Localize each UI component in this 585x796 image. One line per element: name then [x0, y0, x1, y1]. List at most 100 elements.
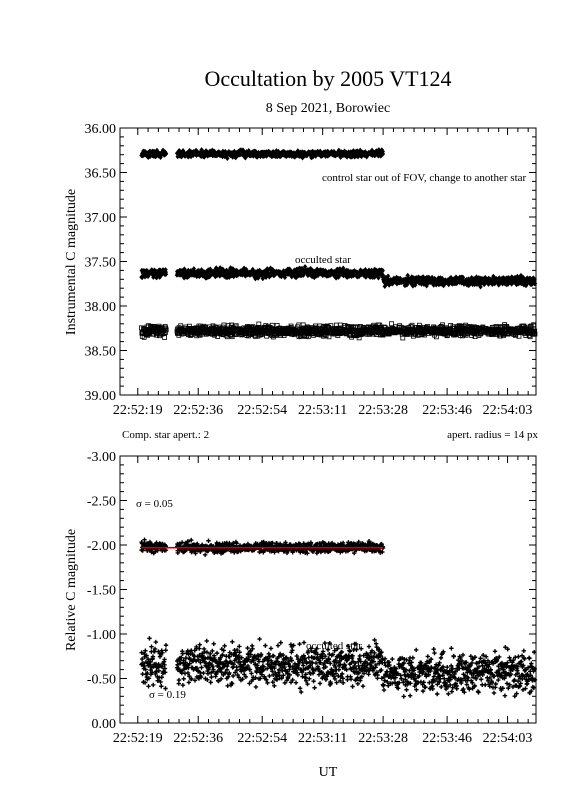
data-point [289, 274, 294, 280]
x-tick-label: 22:54:03 [483, 403, 533, 418]
data-point [207, 273, 213, 280]
data-point [380, 267, 385, 274]
data-point [230, 639, 235, 644]
data-point [317, 681, 323, 686]
y-tick-label: 36.50 [85, 167, 117, 182]
data-point [204, 638, 209, 644]
data-point [341, 265, 346, 271]
data-point [243, 273, 248, 279]
data-point [385, 273, 391, 279]
data-point [222, 643, 227, 649]
data-point [249, 671, 254, 676]
y-tick-label: 37.50 [85, 256, 117, 271]
data-point [302, 264, 308, 270]
series-1-points [139, 264, 538, 290]
series-0-points [139, 147, 386, 161]
data-point [311, 679, 316, 684]
comp-star-note: Comp. star apert.: 2 [122, 429, 209, 441]
data-point [293, 680, 299, 685]
data-point [230, 266, 236, 272]
series-2-points [139, 321, 538, 341]
x-tick-label: 22:53:28 [358, 403, 408, 418]
data-point [282, 274, 288, 280]
data-point [147, 636, 152, 641]
data-point [336, 667, 342, 672]
data-point [376, 275, 381, 281]
x-tick-label: 22:52:36 [173, 403, 223, 418]
data-point [245, 645, 250, 651]
data-point [421, 281, 427, 287]
chart-subtitle: 8 Sep 2021, Borowiec [266, 101, 390, 116]
y-tick-label: 36.00 [85, 122, 117, 137]
top-y-axis-label: Instrumental C magnitude [64, 189, 79, 335]
data-point [337, 266, 343, 272]
data-point [225, 155, 230, 161]
data-point [208, 680, 213, 685]
x-tick-label: 22:52:54 [237, 403, 287, 418]
data-point [180, 683, 186, 688]
data-point [380, 151, 386, 157]
data-point [188, 153, 194, 160]
data-point [478, 284, 483, 290]
data-point [402, 279, 407, 285]
data-point [206, 538, 211, 543]
data-point [460, 274, 466, 280]
data-point [363, 267, 368, 273]
data-point [194, 273, 199, 280]
bottom-panel: -3.00-2.50-2.00-1.50-1.00-0.500.0022:52:… [64, 450, 538, 746]
bottom-panel-points [139, 537, 538, 699]
data-point [312, 274, 317, 280]
data-point [297, 686, 303, 691]
data-point [283, 268, 289, 274]
x-tick-label: 22:53:46 [422, 403, 472, 418]
top-panel: 36.0036.5037.0037.5038.0038.5039.0022:52… [64, 122, 538, 441]
data-point [263, 643, 268, 648]
top-panel-points [139, 147, 538, 341]
data-point [163, 151, 169, 157]
data-point [216, 267, 222, 273]
data-point [232, 148, 237, 154]
data-point [263, 274, 269, 281]
data-point [145, 268, 150, 274]
data-point [211, 641, 216, 647]
data-point [244, 268, 249, 274]
data-point [253, 276, 258, 282]
data-point [163, 271, 169, 277]
data-point [253, 684, 259, 690]
data-point [429, 274, 435, 280]
x-tick-label: 22:52:19 [113, 403, 163, 418]
data-point [268, 646, 274, 651]
data-point [336, 274, 341, 280]
data-point [156, 269, 161, 276]
data-point [140, 274, 145, 281]
data-point [199, 147, 204, 153]
data-point [346, 268, 351, 274]
data-point [350, 684, 355, 689]
data-point [336, 673, 341, 679]
y-tick-label: 37.00 [85, 211, 117, 226]
data-point [151, 682, 156, 688]
data-point [297, 641, 302, 647]
data-point [181, 268, 186, 274]
data-point [404, 282, 410, 288]
data-point [178, 150, 184, 156]
data-point [208, 266, 213, 272]
data-point [141, 152, 147, 158]
data-point [191, 266, 197, 272]
data-point [390, 281, 395, 287]
data-point [201, 670, 206, 676]
data-point [315, 272, 321, 279]
data-point [312, 685, 317, 690]
data-point [431, 282, 436, 288]
data-point [201, 269, 207, 275]
chart-title: Occultation by 2005 VT124 [204, 66, 451, 91]
data-point [180, 651, 185, 656]
data-point [163, 643, 169, 648]
data-point [224, 267, 229, 273]
data-point [163, 267, 168, 273]
y-tick-label: 39.00 [85, 389, 117, 404]
data-point [163, 648, 168, 653]
y-tick-label: 38.00 [85, 300, 117, 315]
data-point [309, 274, 315, 280]
